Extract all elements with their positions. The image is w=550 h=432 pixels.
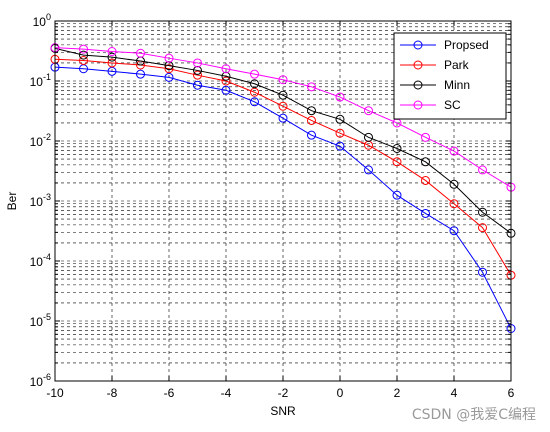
series-line-minn xyxy=(54,47,512,234)
legend-label-park: Park xyxy=(444,58,470,72)
data-point-propsed xyxy=(364,165,373,175)
data-point-sc xyxy=(421,132,430,142)
x-tick-label: -2 xyxy=(278,386,289,400)
data-point-park xyxy=(421,175,430,185)
legend-label-propsed: Propsed xyxy=(444,38,489,52)
data-point-sc xyxy=(364,106,373,116)
data-point-park xyxy=(79,55,88,65)
series-line-propsed xyxy=(54,66,512,329)
data-point-propsed xyxy=(478,267,487,277)
y-axis-label: Ber xyxy=(5,192,19,211)
y-tick-label: 100 xyxy=(33,12,51,29)
data-point-sc xyxy=(136,48,145,58)
x-axis-label: SNR xyxy=(270,404,296,418)
data-point-minn xyxy=(164,61,174,71)
y-tick-label: 10-4 xyxy=(30,252,51,269)
data-point-propsed xyxy=(278,113,288,123)
data-point-propsed xyxy=(392,190,402,200)
data-point-park xyxy=(107,58,117,68)
data-point-propsed xyxy=(164,72,174,82)
data-point-sc xyxy=(79,44,88,54)
data-point-park xyxy=(193,70,202,80)
x-tick-label: -10 xyxy=(46,386,64,400)
data-point-sc xyxy=(193,58,202,68)
legend-label-minn: Minn xyxy=(444,78,470,92)
data-point-propsed xyxy=(335,141,345,151)
y-tick-label: 10-2 xyxy=(30,132,51,149)
data-point-park xyxy=(307,115,316,125)
x-tick-label: 2 xyxy=(394,386,401,400)
watermark: CSDN @我爱C编程 xyxy=(411,407,536,423)
data-point-park xyxy=(164,64,174,74)
y-tick-label: 10-6 xyxy=(30,372,51,389)
data-point-propsed xyxy=(449,226,459,236)
data-point-propsed xyxy=(307,130,316,140)
data-point-sc xyxy=(107,47,117,57)
series-line-sc xyxy=(54,47,512,188)
data-point-park xyxy=(392,157,402,167)
data-point-minn xyxy=(250,79,259,89)
legend-marker-sc xyxy=(413,100,423,110)
data-point-sc xyxy=(335,92,345,102)
data-point-sc xyxy=(278,75,288,85)
data-point-park xyxy=(335,128,345,138)
data-point-propsed xyxy=(221,85,231,95)
data-point-minn xyxy=(335,114,345,124)
data-point-minn xyxy=(193,65,202,75)
data-point-minn xyxy=(364,132,373,142)
data-point-propsed xyxy=(421,208,430,218)
data-point-minn xyxy=(307,106,316,116)
data-point-minn xyxy=(79,50,88,60)
data-point-park xyxy=(221,76,231,86)
data-point-sc xyxy=(478,165,487,175)
data-point-minn xyxy=(478,207,487,217)
data-point-sc xyxy=(164,53,174,63)
data-point-minn xyxy=(221,71,231,81)
data-point-sc xyxy=(307,82,316,92)
data-point-park xyxy=(478,223,487,233)
y-tick-label: 10-3 xyxy=(30,192,51,209)
legend-label-sc: SC xyxy=(444,98,461,112)
data-point-sc xyxy=(221,64,231,74)
data-point-sc xyxy=(250,69,259,79)
legend-marker-park xyxy=(413,60,423,70)
x-tick-label: 6 xyxy=(508,386,515,400)
data-point-propsed xyxy=(250,97,259,107)
data-point-park xyxy=(278,101,288,111)
data-point-park xyxy=(449,199,459,209)
legend-marker-minn xyxy=(413,80,423,90)
axes: -10 -8 -6 -4 -2 0 2 4 6 10-6 10-5 10-4 10-3 10-2 10-1 1… xyxy=(30,12,515,400)
data-point-propsed xyxy=(136,69,145,79)
data-point-minn xyxy=(421,157,430,167)
x-tick-label: -4 xyxy=(221,386,232,400)
x-tick-label: -8 xyxy=(107,386,118,400)
data-point-propsed xyxy=(193,80,202,90)
x-tick-label: 0 xyxy=(337,386,344,400)
data-point-minn xyxy=(107,52,117,62)
legend: Propsed Park Minn SC xyxy=(393,32,507,120)
data-point-minn xyxy=(449,179,459,189)
data-point-sc xyxy=(449,146,459,156)
y-tick-label: 10-5 xyxy=(30,312,51,329)
data-point-minn xyxy=(392,143,402,153)
legend-marker-propsed xyxy=(413,40,423,50)
x-tick-label: 4 xyxy=(451,386,458,400)
y-tick-label: 10-1 xyxy=(30,72,51,89)
series-line-park xyxy=(54,58,512,276)
x-tick-label: -6 xyxy=(164,386,175,400)
data-point-minn xyxy=(278,90,288,100)
